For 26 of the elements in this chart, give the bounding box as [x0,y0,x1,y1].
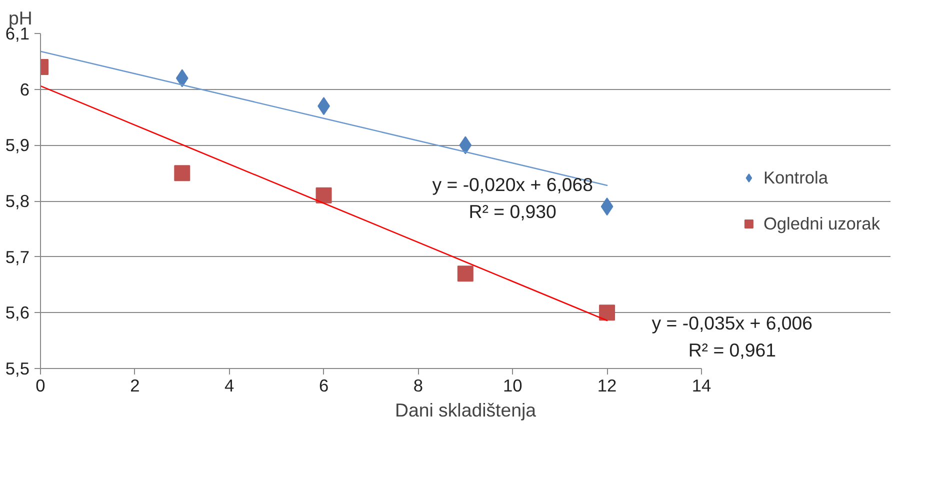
x-tick-label: 4 [224,376,235,396]
x-tick-label: 2 [130,376,140,396]
y-tick-label: 5,7 [5,246,30,267]
point [599,304,616,321]
legend-label: Ogledni uzorak [763,213,880,234]
point [600,198,614,216]
annotation: y = -0,035x + 6,006 R² = 0,961 [652,312,813,361]
x-tick-label: 6 [318,376,329,396]
annotation: y = -0,020x + 6,068 R² = 0,930 [432,174,593,222]
y-tick-label: 5,9 [5,135,30,156]
point [457,266,474,282]
y-tick-label: 5,6 [5,302,30,323]
point [176,69,188,88]
x-tick-label: 8 [413,376,424,396]
x-tick-label: 10 [502,376,522,396]
point [459,136,472,154]
x-tick-label: 14 [692,376,712,396]
legend-label: Kontrola [763,167,828,188]
y-tick-label: 5,5 [5,358,30,378]
y-tick-label: 6 [20,79,30,100]
x-tick-label: 0 [36,376,46,396]
x-tick-label: 12 [597,376,617,396]
x-axis-title: Dani skladištenja [394,400,537,420]
point [316,187,332,204]
point [174,165,190,182]
y-tick-label: 5,8 [5,191,30,211]
